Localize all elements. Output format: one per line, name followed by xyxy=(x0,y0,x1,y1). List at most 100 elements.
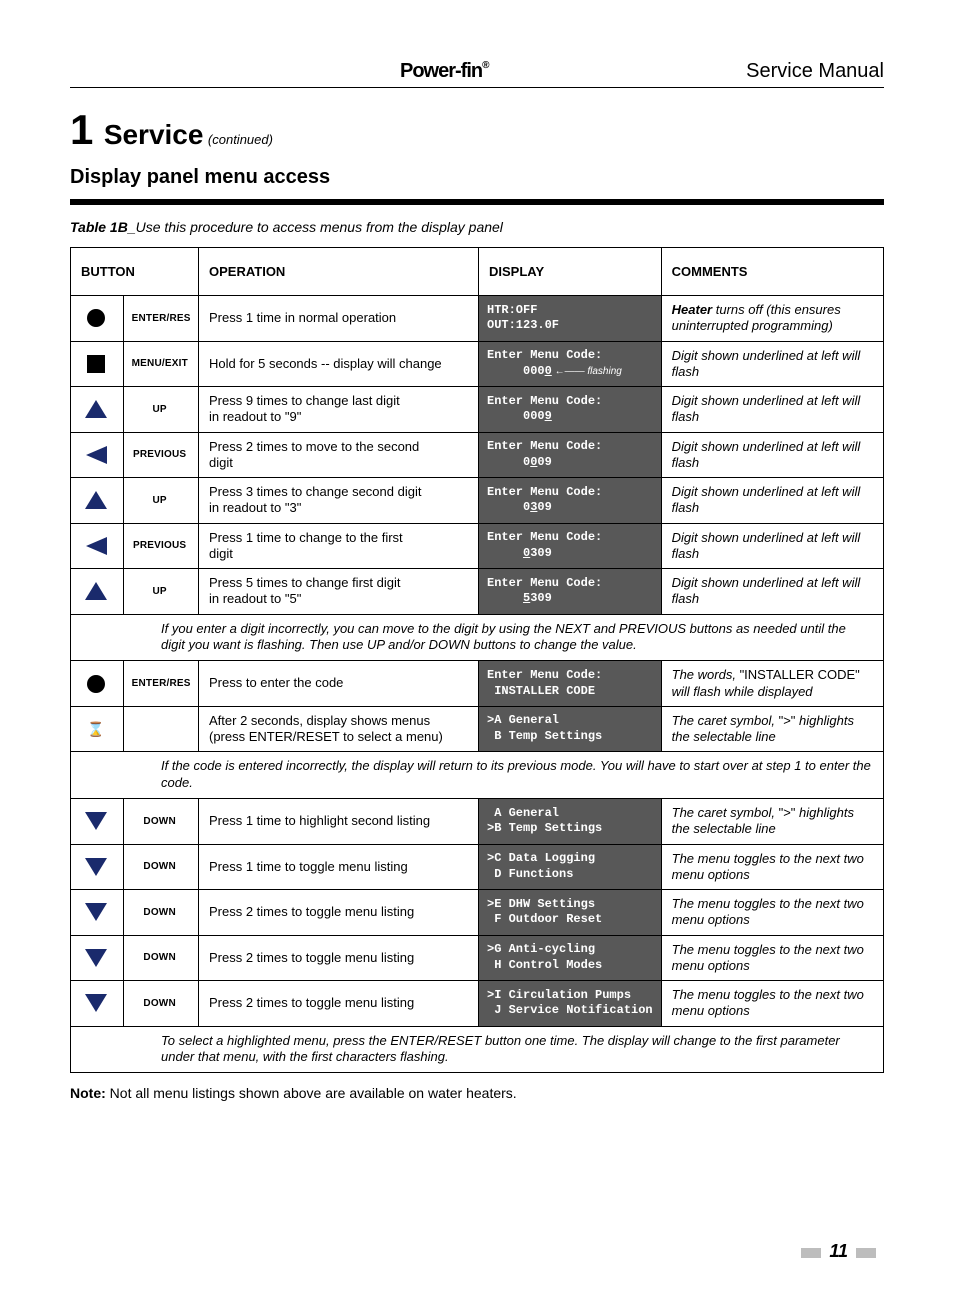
display-cell: A General >B Temp Settings xyxy=(479,799,662,845)
button-label: PREVIOUS xyxy=(130,447,190,462)
button-icon-cell xyxy=(71,296,124,342)
button-label: UP xyxy=(130,584,190,599)
table-row: If the code is entered incorrectly, the … xyxy=(71,752,884,799)
button-label-cell xyxy=(123,706,198,752)
menu-access-table: BUTTON OPERATION DISPLAY COMMENTS ENTER/… xyxy=(70,247,884,1073)
display-cell: Enter Menu Code: 0309 xyxy=(479,478,662,524)
operation-cell: Press to enter the code xyxy=(199,661,479,707)
spanner-note: If you enter a digit incorrectly, you ca… xyxy=(71,614,884,661)
table-row: PREVIOUSPress 2 times to move to the sec… xyxy=(71,432,884,478)
section-heading: 1 Service (continued) xyxy=(70,106,884,154)
comments-cell: Digit shown underlined at left will flas… xyxy=(661,523,883,569)
table-caption: Table 1B_Use this procedure to access me… xyxy=(70,219,884,235)
table-desc: Use this procedure to access menus from … xyxy=(136,219,503,235)
down-icon xyxy=(77,899,115,925)
button-label: ENTER/RES xyxy=(130,311,190,326)
footnote-text: Not all menu listings shown above are av… xyxy=(110,1085,517,1101)
table-label: Table 1B_ xyxy=(70,219,136,235)
button-label-cell: PREVIOUS xyxy=(123,432,198,478)
down-icon xyxy=(77,990,115,1016)
button-label-cell: DOWN xyxy=(123,890,198,936)
button-label: PREVIOUS xyxy=(130,538,190,553)
button-icon-cell xyxy=(71,799,124,845)
operation-cell: Press 1 time to toggle menu listing xyxy=(199,844,479,890)
table-row: ENTER/RES Press 1 time in normal operatio… xyxy=(71,296,884,342)
button-label-cell: DOWN xyxy=(123,935,198,981)
col-display: DISPLAY xyxy=(479,248,662,296)
button-label: UP xyxy=(130,493,190,508)
button-label-cell: ENTER/RES xyxy=(123,296,198,342)
display-cell: Enter Menu Code: 0000 ←—— flashing xyxy=(479,341,662,387)
button-label xyxy=(130,727,190,731)
operation-cell: Press 1 time to change to the firstdigit xyxy=(199,523,479,569)
col-operation: OPERATION xyxy=(199,248,479,296)
comments-cell: Digit shown underlined at left will flas… xyxy=(661,432,883,478)
section-continued: (continued) xyxy=(208,132,273,147)
button-icon-cell xyxy=(71,981,124,1027)
display-cell: HTR:OFF OUT:123.0F xyxy=(479,296,662,342)
circle-icon xyxy=(77,671,115,697)
display-cell: Enter Menu Code: 0009 xyxy=(479,387,662,433)
table-row: MENU/EXITHold for 5 seconds -- display w… xyxy=(71,341,884,387)
subsection-heading: Display panel menu access xyxy=(70,166,884,189)
operation-cell: Press 9 times to change last digitin rea… xyxy=(199,387,479,433)
comments-cell: The caret symbol, ">" highlights the sel… xyxy=(661,706,883,752)
col-comments: COMMENTS xyxy=(661,248,883,296)
button-icon-cell: ⌛ xyxy=(71,706,124,752)
button-icon-cell xyxy=(71,341,124,387)
table-header-row: BUTTON OPERATION DISPLAY COMMENTS xyxy=(71,248,884,296)
table-row: PREVIOUS Press 1 time to change to the fi… xyxy=(71,523,884,569)
operation-cell: Press 1 time to highlight second listing xyxy=(199,799,479,845)
display-cell: >E DHW Settings F Outdoor Reset xyxy=(479,890,662,936)
comments-cell: Digit shown underlined at left will flas… xyxy=(661,569,883,615)
up-icon xyxy=(77,487,115,513)
display-cell: >C Data Logging D Functions xyxy=(479,844,662,890)
operation-cell: Press 3 times to change second digitin r… xyxy=(199,478,479,524)
footnote-label: Note: xyxy=(70,1085,106,1101)
hourglass-icon: ⌛ xyxy=(77,716,115,742)
manual-label: Service Manual xyxy=(746,60,884,83)
table-row: UPPress 5 times to change first digitin … xyxy=(71,569,884,615)
button-icon-cell xyxy=(71,661,124,707)
col-button: BUTTON xyxy=(71,248,199,296)
button-label: DOWN xyxy=(130,996,190,1011)
section-title: Service xyxy=(104,119,204,151)
button-label: DOWN xyxy=(130,905,190,920)
operation-cell: Press 1 time in normal operation xyxy=(199,296,479,342)
button-label-cell: UP xyxy=(123,478,198,524)
display-cell: Enter Menu Code: 0009 xyxy=(479,432,662,478)
comments-cell: The menu toggles to the next two menu op… xyxy=(661,844,883,890)
footnote: Note: Not all menu listings shown above … xyxy=(70,1085,884,1101)
button-label-cell: DOWN xyxy=(123,799,198,845)
circle-icon xyxy=(77,305,115,331)
comments-cell: Heater turns off (this ensures uninterru… xyxy=(661,296,883,342)
display-cell: >G Anti-cycling H Control Modes xyxy=(479,935,662,981)
button-label-cell: DOWN xyxy=(123,981,198,1027)
button-icon-cell xyxy=(71,935,124,981)
button-icon-cell xyxy=(71,387,124,433)
page-number: 11 xyxy=(70,1241,884,1262)
operation-cell: Press 2 times to toggle menu listing xyxy=(199,890,479,936)
button-label: DOWN xyxy=(130,814,190,829)
brand-reg: ® xyxy=(482,60,488,71)
table-row: DOWN Press 2 times to toggle menu listing… xyxy=(71,890,884,936)
comments-cell: The menu toggles to the next two menu op… xyxy=(661,981,883,1027)
table-row: DOWNPress 1 time to toggle menu listing>… xyxy=(71,844,884,890)
down-icon xyxy=(77,808,115,834)
spanner-note: If the code is entered incorrectly, the … xyxy=(71,752,884,799)
button-label: UP xyxy=(130,402,190,417)
button-label: MENU/EXIT xyxy=(130,356,190,371)
button-icon-cell xyxy=(71,432,124,478)
button-label-cell: ENTER/RES xyxy=(123,661,198,707)
brand-logo: Power-fin® xyxy=(400,60,489,83)
button-icon-cell xyxy=(71,890,124,936)
display-cell: >A General B Temp Settings xyxy=(479,706,662,752)
page-header: Power-fin® Service Manual xyxy=(70,60,884,88)
operation-cell: Press 2 times to toggle menu listing xyxy=(199,935,479,981)
comments-cell: Digit shown underlined at left will flas… xyxy=(661,387,883,433)
square-icon xyxy=(77,351,115,377)
button-label: DOWN xyxy=(130,950,190,965)
spanner-note: To select a highlighted menu, press the … xyxy=(71,1026,884,1073)
table-row: DOWNPress 2 times to toggle menu listing… xyxy=(71,981,884,1027)
down-icon xyxy=(77,945,115,971)
